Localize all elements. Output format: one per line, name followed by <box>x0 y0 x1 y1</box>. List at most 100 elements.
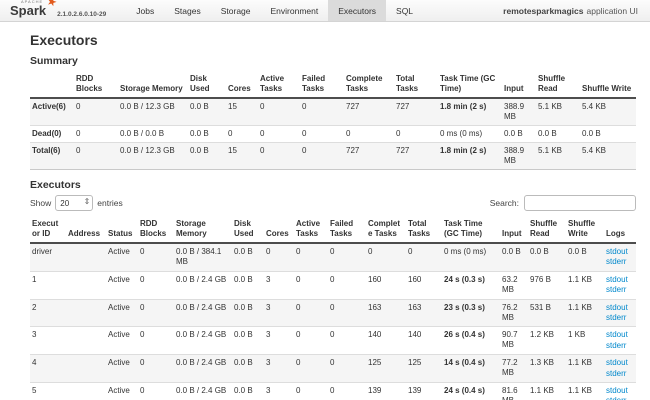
search-input[interactable] <box>524 195 636 211</box>
exec-id: 2 <box>32 302 37 312</box>
exec-col-header[interactable]: Storage Memory <box>174 216 232 244</box>
exec-col-header[interactable]: Logs <box>604 216 636 244</box>
summary-cell: 0 <box>346 129 351 138</box>
summary-cell: 0.0 B <box>538 129 557 138</box>
apache-label: APACHE <box>21 0 44 4</box>
exec-complete-tasks: 163 <box>368 302 382 312</box>
summary-row: Dead(0) 0 0.0 B / 0.0 B 0.0 B 0 0 0 0 0 0 ms (0 m… <box>30 125 636 143</box>
summary-col-header: Failed Tasks <box>300 71 344 99</box>
summary-cell: 15 <box>228 146 237 155</box>
exec-id: driver <box>32 247 53 256</box>
summary-cell: 727 <box>396 102 410 111</box>
page-content: Executors Summary RDD Blocks Storage Memo… <box>0 22 650 400</box>
summary-cell: 0.0 B / 0.0 B <box>120 129 165 138</box>
exec-total-tasks: 0 <box>408 247 413 256</box>
exec-col-header[interactable]: Disk Used <box>232 216 264 244</box>
summary-cell: 0 <box>228 129 233 138</box>
summary-col-header: Complete Tasks <box>344 71 394 99</box>
tab-sql[interactable]: SQL <box>396 5 414 16</box>
exec-total-tasks: 163 <box>408 302 422 312</box>
exec-address <box>66 299 106 327</box>
log-link-stdout[interactable]: stdout <box>606 385 628 395</box>
summary-cell: 388.9 MB <box>504 146 525 165</box>
exec-col-header[interactable]: Active Tasks <box>294 216 328 244</box>
exec-input: 90.7 MB <box>502 330 518 350</box>
summary-col-header: Total Tasks <box>394 71 438 99</box>
app-name: remotesparkmagics <box>503 5 584 16</box>
summary-cell: 15 <box>228 102 237 111</box>
exec-total-tasks: 139 <box>408 385 422 395</box>
tab-jobs[interactable]: Jobs <box>136 5 155 16</box>
exec-col-header[interactable]: Complete Tasks <box>366 216 406 244</box>
exec-total-tasks: 140 <box>408 330 422 340</box>
summary-cell: 0 <box>260 129 265 138</box>
log-link-stderr[interactable]: stderr <box>606 285 627 295</box>
log-link-stderr[interactable]: stderr <box>606 396 633 400</box>
log-link-stdout[interactable]: stdout <box>606 358 628 368</box>
summary-cell: 0 <box>260 102 265 111</box>
log-link-stderr[interactable]: stderr <box>606 257 627 267</box>
summary-row-label: Total(6) <box>32 146 61 155</box>
exec-complete-tasks: 160 <box>368 274 382 284</box>
spark-star-icon: ★ <box>45 0 58 10</box>
tab-executors[interactable]: Executors <box>328 0 387 21</box>
summary-cell: 5.1 KB <box>538 102 563 111</box>
summary-row-label: Active(6) <box>32 102 66 111</box>
tab-stages[interactable]: Stages <box>174 5 201 16</box>
exec-complete-tasks: 139 <box>368 385 382 395</box>
summary-cell: 727 <box>346 102 360 111</box>
exec-disk-used: 0.0 B <box>234 330 253 340</box>
summary-cell: 5.4 KB <box>582 146 607 155</box>
exec-input: 0.0 B <box>502 247 521 256</box>
summary-cell: 0 ms (0 ms) <box>440 129 483 138</box>
exec-shuffle-write: 1.1 KB <box>568 274 593 284</box>
log-link-stdout[interactable]: stdout <box>606 302 628 312</box>
exec-shuffle-read: 976 B <box>530 274 551 284</box>
exec-status: Active <box>108 274 130 284</box>
app-title: remotesparkmagics application UI <box>503 0 650 21</box>
exec-col-header[interactable]: Input <box>500 216 528 244</box>
executor-row: 3 Active 0 0.0 B / 2.4 GB 0.0 B 3 0 0 140 140 26 s… <box>30 326 636 355</box>
summary-col-header: Disk Used <box>188 71 226 99</box>
summary-cell: 0 <box>76 102 81 111</box>
exec-col-header[interactable]: Shuffle Write <box>566 216 604 244</box>
exec-col-header[interactable]: Task Time (GC Time) <box>442 216 500 244</box>
summary-table-body: Active(6) 0 0.0 B / 12.3 GB 0.0 B 15 0 0 727 727… <box>30 98 636 170</box>
exec-complete-tasks: 140 <box>368 330 382 340</box>
tab-environment[interactable]: Environment <box>270 5 319 16</box>
summary-col-header: Shuffle Write <box>580 71 636 99</box>
exec-status: Active <box>108 302 130 312</box>
log-link-stdout[interactable]: stdout <box>606 330 628 340</box>
log-link-stderr[interactable]: stderr <box>606 312 627 322</box>
log-link-stderr[interactable]: stderr <box>606 340 627 350</box>
executors-heading: Executors <box>30 179 81 191</box>
exec-status: Active <box>108 247 130 256</box>
exec-failed-tasks: 0 <box>330 274 335 284</box>
exec-col-header[interactable]: Failed Tasks <box>328 216 366 244</box>
exec-rdd-blocks: 0 <box>140 330 145 340</box>
log-link-stdout[interactable]: stdout <box>606 274 628 284</box>
exec-col-header[interactable]: Address <box>66 216 106 244</box>
spark-logo[interactable]: APACHE Spark ★ 2.1.0.2.6.0.10-29 <box>10 0 106 21</box>
exec-task-time: 24 s (0.4 s) <box>444 385 485 395</box>
tab-storage[interactable]: Storage <box>220 5 251 16</box>
exec-shuffle-read: 1.3 KB <box>530 358 555 368</box>
exec-id: 4 <box>32 358 37 368</box>
exec-col-header[interactable]: Executor ID <box>30 216 66 244</box>
exec-col-header[interactable]: RDD Blocks <box>138 216 174 244</box>
exec-status: Active <box>108 330 130 340</box>
exec-col-header[interactable]: Shuffle Read <box>528 216 566 244</box>
summary-row-label: Dead(0) <box>32 129 62 138</box>
search-label: Search: <box>489 198 519 208</box>
summary-cell: 0 <box>302 129 307 138</box>
exec-col-header[interactable]: Total Tasks <box>406 216 442 244</box>
log-link-stderr[interactable]: stderr <box>606 368 627 378</box>
log-link-stdout[interactable]: stdout <box>606 247 628 256</box>
summary-cell: 0.0 B / 12.3 GB <box>120 146 175 155</box>
exec-col-header[interactable]: Status <box>106 216 138 244</box>
page-size-select[interactable]: 20 <box>55 195 94 211</box>
exec-col-header[interactable]: Cores <box>264 216 294 244</box>
summary-cell: 0.0 B <box>582 129 601 138</box>
summary-col-header: Input <box>502 71 536 99</box>
